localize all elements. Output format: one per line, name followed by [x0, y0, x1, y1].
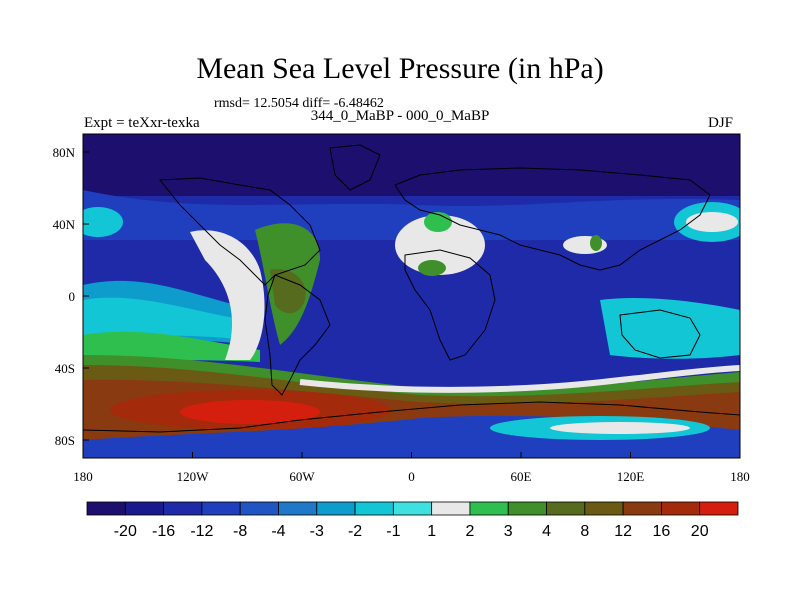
- field-europe-white: [395, 215, 485, 275]
- field-antarctic-white: [550, 422, 690, 434]
- lon-tick-label: 0: [408, 469, 415, 484]
- coast-eurasia: [394, 167, 711, 271]
- field-arctic-low: [83, 134, 740, 196]
- rmsd-diff-stats: rmsd= 12.5054 diff= -6.48462: [214, 96, 384, 111]
- lon-tick-label: 60W: [289, 469, 315, 484]
- field-southern-red-core: [180, 400, 320, 424]
- latitude-axis: 80N 40N 0 40S 80S: [53, 145, 89, 448]
- field-pacific-green: [83, 331, 260, 362]
- lon-tick-label: 60E: [511, 469, 532, 484]
- colorbar-box: [469, 501, 509, 516]
- colorbar-box: [124, 501, 164, 516]
- field-layer: [83, 134, 740, 458]
- colorbar-label: 8: [580, 523, 589, 540]
- colorbar-label: 12: [614, 523, 632, 540]
- colorbar-box: [546, 501, 586, 516]
- colorbar-box: [661, 501, 701, 516]
- colorbar-label: -20: [114, 523, 137, 540]
- colorbar-box: [278, 501, 318, 516]
- field-americas-olive: [270, 269, 306, 314]
- colorbar-box: [354, 501, 394, 516]
- experiment-label: Expt = teXxr-texka: [84, 115, 200, 131]
- coast-africa: [404, 249, 496, 361]
- colorbar-label: 4: [542, 523, 551, 540]
- colorbar-box: [163, 501, 203, 516]
- colorbar-label: 20: [691, 523, 709, 540]
- field-americas-white: [190, 230, 265, 360]
- colorbar-box: [86, 501, 126, 516]
- coastlines: [83, 144, 740, 433]
- longitude-axis: 180 120W 60W 0 60E 120E 180: [73, 452, 750, 484]
- lat-tick-label: 0: [69, 289, 76, 304]
- colorbar-box: [201, 501, 241, 516]
- colorbar-label: -8: [233, 523, 247, 540]
- field-asia-green: [590, 235, 602, 251]
- colorbar-label: -16: [152, 523, 175, 540]
- colorbar-box: [392, 501, 433, 516]
- lon-tick-label: 120W: [177, 469, 210, 484]
- colorbar-box: [699, 501, 739, 516]
- coast-antarctica: [83, 401, 740, 433]
- plot-title: Mean Sea Level Pressure (in hPa): [196, 52, 604, 85]
- lon-tick-label: 180: [730, 469, 750, 484]
- lat-tick-label: 40N: [53, 217, 76, 232]
- colorbar-label: -3: [310, 523, 324, 540]
- coast-greenland: [329, 144, 381, 191]
- coast-australia: [619, 309, 701, 359]
- lon-tick-label: 180: [73, 469, 93, 484]
- field-africa-green: [418, 260, 446, 276]
- colorbar-box: [622, 501, 662, 516]
- colorbar-box: [507, 501, 547, 516]
- coast-south-america: [264, 274, 331, 396]
- colorbar-label: -4: [271, 523, 285, 540]
- colorbar-box: [239, 501, 279, 516]
- lat-tick-label: 80S: [55, 433, 75, 448]
- colorbar-box: [431, 501, 471, 516]
- field-npacific-east-white: [686, 212, 738, 232]
- colorbar-label: -1: [386, 523, 400, 540]
- colorbar-label: -12: [190, 523, 213, 540]
- season-label: DJF: [708, 115, 734, 131]
- field-pacific-teal: [83, 297, 250, 340]
- colorbar-label: 2: [465, 523, 474, 540]
- field-zero-ridge: [299, 365, 740, 393]
- lon-tick-label: 120E: [617, 469, 645, 484]
- field-npacific-west: [83, 207, 123, 237]
- colorbar-label: 16: [653, 523, 671, 540]
- colorbar-label: 3: [504, 523, 513, 540]
- comparison-subtitle: 344_0_MaBP - 000_0_MaBP: [310, 108, 490, 124]
- colorbar-label: 1: [427, 523, 436, 540]
- colorbar-box: [584, 501, 624, 516]
- lat-tick-label: 40S: [55, 361, 75, 376]
- lat-tick-label: 80N: [53, 145, 76, 160]
- colorbar-box: [316, 501, 356, 516]
- field-north-midlat: [83, 190, 740, 240]
- colorbar: -20 -16 -12 -8 -4 -3 -2 -1 1 2 3 4 8 12 16 20: [86, 501, 739, 540]
- colorbar-label: -2: [348, 523, 362, 540]
- coast-north-america: [158, 177, 321, 286]
